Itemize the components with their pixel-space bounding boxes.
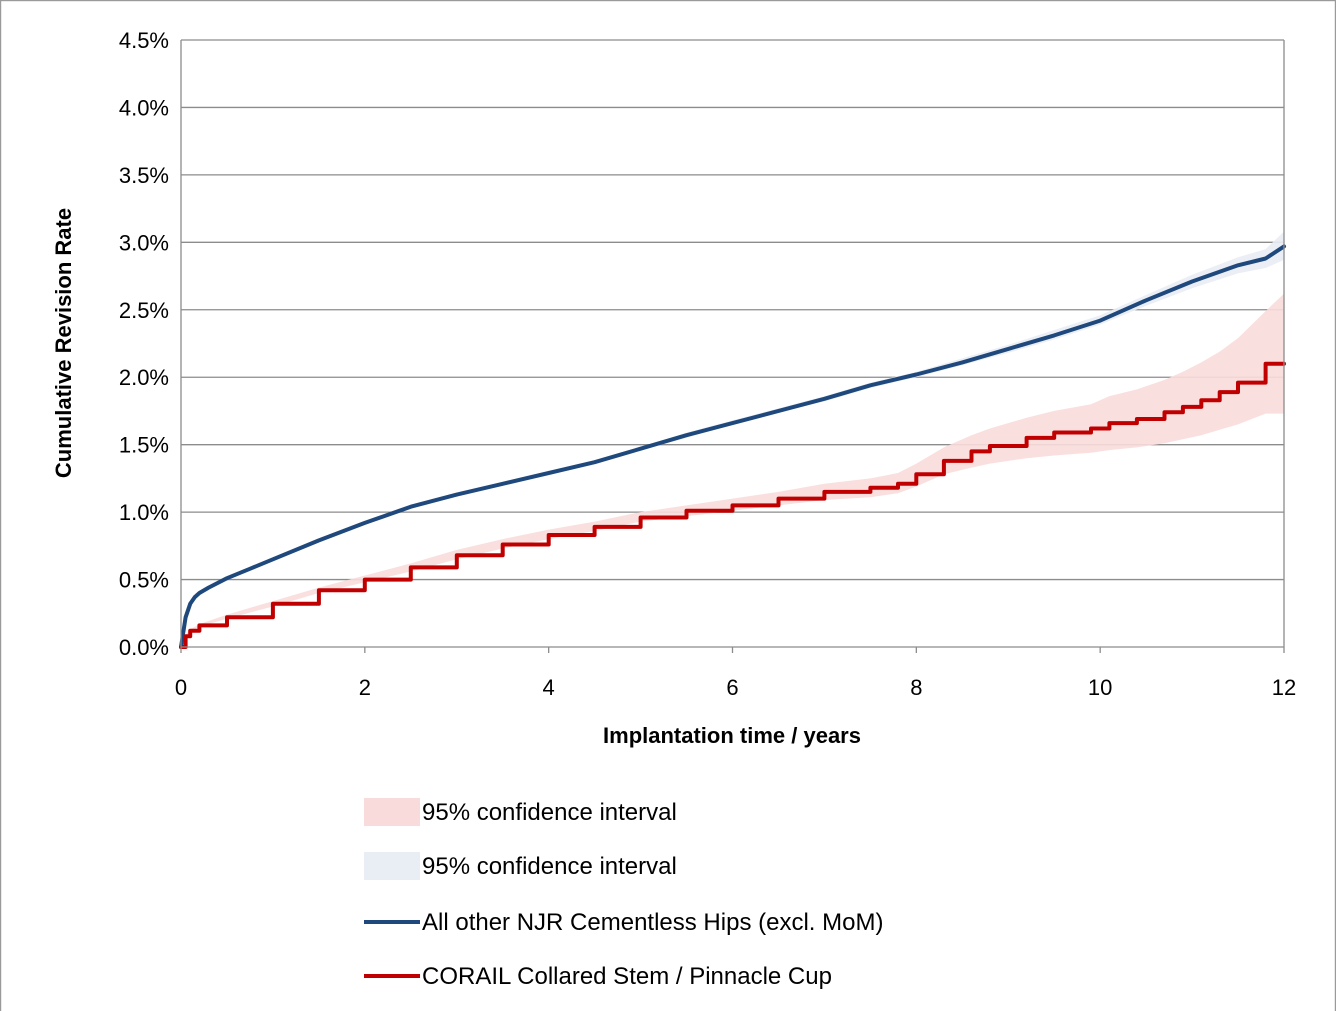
y-tick-label: 3.0% <box>119 230 169 255</box>
legend-label: 95% confidence interval <box>422 853 677 880</box>
x-tick-label: 6 <box>726 675 738 700</box>
series-lines <box>179 244 1286 649</box>
x-tick-label: 4 <box>543 675 555 700</box>
y-tick-label: 0.5% <box>119 568 169 593</box>
legend-label: 95% confidence interval <box>422 799 677 826</box>
series-line-corail <box>179 361 1286 649</box>
legend: 95% confidence interval 95% confidence in… <box>364 798 883 990</box>
legend-swatch-band <box>364 798 420 826</box>
y-tick-label: 2.5% <box>119 298 169 323</box>
y-tick-label: 2.0% <box>119 365 169 390</box>
axes: 0.0% 0.5% 1.0% 1.5% 2.0% 2.5% 3.0% 3.5% 4.0% 4.5%… <box>119 28 1296 700</box>
legend-label: CORAIL Collared Stem / Pinnacle Cup <box>422 963 832 990</box>
y-tick-label: 4.0% <box>119 95 169 120</box>
series-line-other-hips <box>179 244 1286 649</box>
y-tick-label: 1.5% <box>119 433 169 458</box>
y-axis-title: Cumulative Revision Rate <box>51 208 76 478</box>
x-tick-label: 0 <box>175 675 187 700</box>
x-tick-label: 12 <box>1272 675 1296 700</box>
x-tick-label: 10 <box>1088 675 1112 700</box>
y-tick-label: 1.0% <box>119 500 169 525</box>
y-tick-label: 3.5% <box>119 163 169 188</box>
x-axis-title: Implantation time / years <box>603 723 861 748</box>
y-tick-label: 4.5% <box>119 28 169 53</box>
y-tick-label: 0.0% <box>119 635 169 660</box>
legend-swatch-band <box>364 852 420 880</box>
x-tick-label: 2 <box>359 675 371 700</box>
x-tick-label: 8 <box>910 675 922 700</box>
legend-label: All other NJR Cementless Hips (excl. MoM… <box>422 909 883 936</box>
